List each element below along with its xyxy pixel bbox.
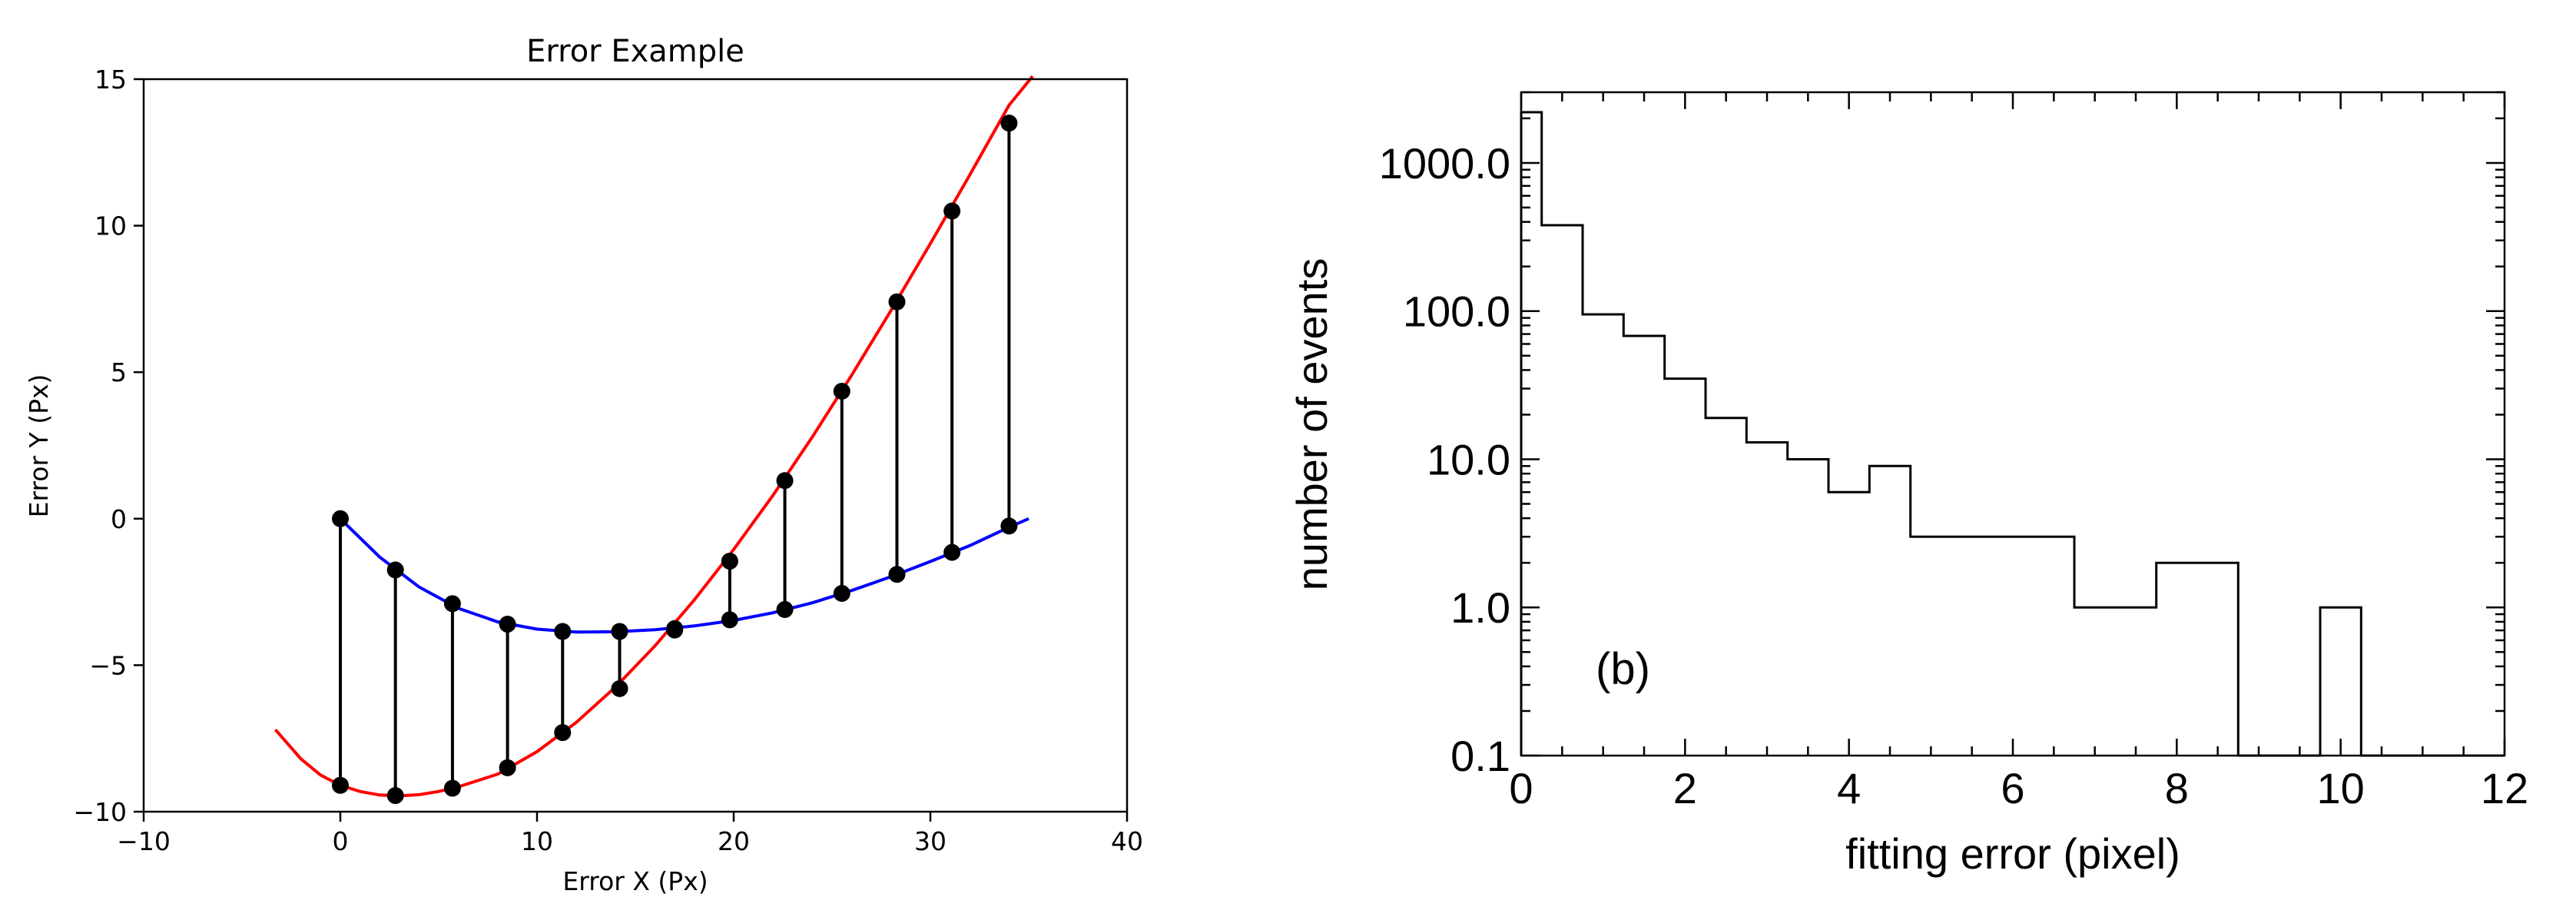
chart-a-x-ticks: −10 0 10 20 30 40 <box>117 812 1143 856</box>
series-0-point <box>943 543 961 561</box>
x-tick-label: 6 <box>2001 764 2024 812</box>
chart-a-y-axis-label: Error Y (Px) <box>24 374 54 518</box>
series-1-point <box>1000 115 1018 132</box>
chart-b-x-axis-label: fitting error (pixel) <box>1845 829 2180 878</box>
x-tick-label: 0 <box>333 826 349 856</box>
series-0-point <box>833 585 850 603</box>
series-1-point <box>721 553 738 570</box>
x-tick-label: 10 <box>521 826 553 856</box>
x-tick-label: 12 <box>2481 764 2528 812</box>
x-tick-label: 40 <box>1111 826 1143 856</box>
series-curve-1 <box>274 75 1034 798</box>
y-tick-label: 15 <box>94 65 127 95</box>
series-1-point <box>833 382 850 400</box>
series-1-point <box>776 472 794 490</box>
series-0-point <box>499 616 516 633</box>
y-tick-label: 0.1 <box>1450 732 1510 780</box>
histogram-outline <box>1520 111 2505 757</box>
fitting-error-histogram: 0 2 4 6 8 10 12 0.1 1.0 10.0 100.0 1000.0 (b) fitt… <box>1288 91 2528 878</box>
series-0-point <box>888 566 906 583</box>
chart-b-annotation: (b) <box>1596 644 1650 694</box>
series-0-point <box>386 561 404 579</box>
y-tick-label: 5 <box>111 357 127 387</box>
chart-a-points <box>332 115 1018 805</box>
series-curve-0 <box>339 517 1029 634</box>
series-0-point <box>721 611 738 629</box>
x-tick-label: 30 <box>914 826 947 856</box>
y-tick-label: 10 <box>94 211 127 241</box>
chart-b-y-ticks: 0.1 1.0 10.0 100.0 1000.0 <box>1379 91 2505 780</box>
series-1-point <box>499 759 516 776</box>
series-0-point <box>332 510 349 527</box>
y-tick-label: 100.0 <box>1403 287 1510 336</box>
series-1-point <box>443 779 461 797</box>
series-0-point <box>443 595 461 613</box>
y-tick-label: 1.0 <box>1450 583 1510 632</box>
series-0-point <box>1000 517 1018 535</box>
series-0-point <box>776 600 794 618</box>
y-tick-label: 1000.0 <box>1379 139 1510 188</box>
series-1-point <box>666 621 684 639</box>
series-0-point <box>554 623 572 640</box>
series-1-point <box>888 293 906 311</box>
series-1-point <box>332 776 349 794</box>
series-0-point <box>611 623 628 640</box>
x-tick-label: 2 <box>1673 764 1697 812</box>
chart-b-frame <box>1520 91 2506 757</box>
chart-a-x-axis-label: Error X (Px) <box>562 866 708 896</box>
chart-a-connectors <box>339 123 1011 796</box>
y-tick-label: −5 <box>89 650 127 680</box>
y-tick-label: 10.0 <box>1427 435 1510 483</box>
x-tick-label: 10 <box>2317 764 2365 812</box>
series-1-point <box>611 679 628 697</box>
series-1-point <box>554 724 572 742</box>
x-tick-label: −10 <box>117 826 171 856</box>
chart-a-y-ticks: −10 −5 0 5 10 15 <box>73 65 144 827</box>
chart-b-x-ticks: 0 2 4 6 8 10 12 <box>1509 92 2528 812</box>
chart-a-title: Error Example <box>526 34 744 69</box>
y-tick-label: 0 <box>111 504 127 534</box>
chart-a-frame <box>142 78 1129 813</box>
series-1-point <box>943 202 961 220</box>
y-tick-label: −10 <box>73 797 127 827</box>
histogram-step-line <box>1520 111 2505 757</box>
chart-a-curves <box>274 75 1034 798</box>
x-tick-label: 4 <box>1837 764 1861 812</box>
x-tick-label: 8 <box>2165 764 2189 812</box>
series-1-point <box>386 787 404 805</box>
chart-b-y-axis-label: number of events <box>1288 258 1336 591</box>
x-tick-label: 20 <box>718 826 750 856</box>
x-tick-label: 0 <box>1509 764 1533 812</box>
error-example-chart: Error Example −10 0 10 20 30 40 −10 −5 0 5 10 15 E… <box>24 34 1143 896</box>
